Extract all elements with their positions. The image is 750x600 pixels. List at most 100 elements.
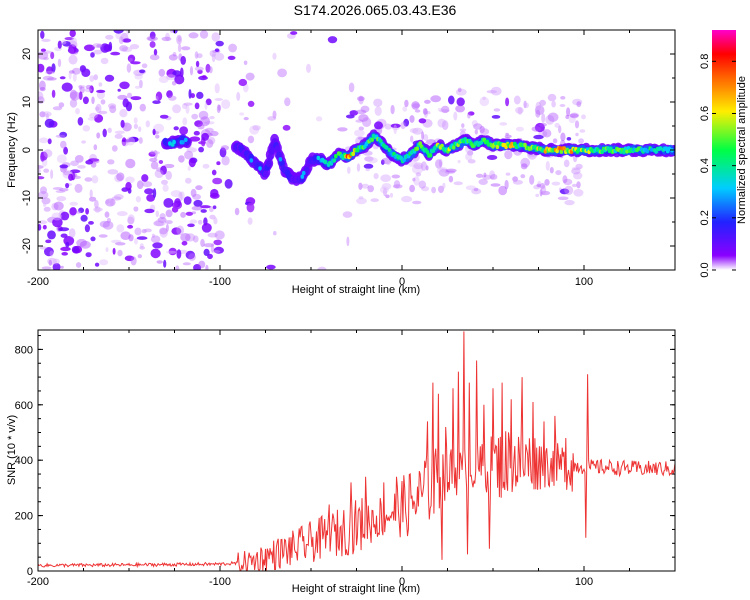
spectrogram-noise-blob bbox=[52, 106, 63, 111]
snr-x-tick-label: -200 bbox=[27, 576, 49, 588]
spectrogram-noise-blob bbox=[56, 154, 67, 164]
spectrogram-noise-blob bbox=[221, 155, 230, 166]
spectrogram-noise-blob bbox=[130, 256, 137, 266]
spectrogram-noise-blob bbox=[228, 43, 238, 53]
spectrogram-noise-blob bbox=[557, 196, 569, 201]
colorbar-tick-label: 0.6 bbox=[699, 106, 711, 121]
spectrogram-noise-blob bbox=[117, 249, 123, 257]
spectrogram-noise-blob bbox=[214, 83, 220, 94]
spectrogram-noise-blob bbox=[384, 123, 393, 130]
spectrogram-noise-blob bbox=[542, 129, 552, 138]
spectrogram-noise-blob bbox=[520, 174, 526, 179]
spectrogram-noise-blob bbox=[119, 45, 128, 52]
spectrogram-noise-blob bbox=[491, 115, 501, 119]
spectrogram-noise-blob bbox=[71, 246, 80, 253]
spectrogram-ridge-blob bbox=[645, 149, 650, 154]
spectrogram-ridge-blob bbox=[300, 174, 305, 179]
figure-title: S174.2026.065.03.43.E36 bbox=[293, 2, 457, 18]
spectrogram-noise-blob bbox=[85, 208, 89, 215]
spectrogram-noise-blob bbox=[215, 40, 224, 47]
spectrogram-noise-blob bbox=[455, 105, 465, 113]
snr-y-axis-title: SNR (10 * v/v) bbox=[6, 415, 18, 485]
spectrogram-noise-blob bbox=[47, 77, 57, 81]
spectrogram-noise-blob bbox=[383, 187, 387, 197]
spectrogram-noise-blob bbox=[41, 266, 52, 270]
spectrogram-noise-blob bbox=[172, 52, 177, 57]
spectrogram-noise-blob bbox=[112, 247, 116, 255]
spectrogram-noise-blob bbox=[499, 122, 508, 126]
snr-ticks: -200 -100 0 100 0 200 400 600 800 bbox=[15, 330, 676, 588]
spectrogram-noise-blob bbox=[119, 81, 130, 90]
spectrogram-noise-blob bbox=[358, 126, 364, 131]
spectrogram-noise-blob bbox=[194, 51, 199, 59]
spectrogram-noise-blob bbox=[62, 41, 71, 47]
spectrogram-noise-blob bbox=[40, 151, 48, 161]
spectrogram-ridge-blob bbox=[258, 166, 262, 171]
spectrogram-noise-blob bbox=[317, 266, 327, 270]
spectrogram-noise-blob bbox=[58, 102, 65, 108]
spectrogram-noise-blob bbox=[410, 135, 414, 143]
spectrogram-noise-blob bbox=[168, 54, 178, 61]
spectrogram-noise-blob bbox=[155, 134, 160, 139]
spectrogram-noise-blob bbox=[166, 250, 177, 254]
snr-y-tick-label: 200 bbox=[15, 511, 33, 523]
spectrogram-noise-blob bbox=[84, 87, 93, 93]
spectrogram-noise-blob bbox=[209, 116, 215, 120]
spectrogram-noise-blob bbox=[327, 36, 338, 44]
spectrogram-noise-blob bbox=[109, 105, 117, 114]
spectrogram-noise-blob bbox=[116, 172, 125, 181]
spectrogram-noise-blob bbox=[68, 54, 78, 65]
spectrogram-noise-blob bbox=[490, 174, 498, 180]
spectrogram-noise-blob bbox=[571, 183, 578, 188]
spectrogram-noise-blob bbox=[57, 40, 62, 49]
spectrogram-noise-blob bbox=[512, 176, 518, 182]
spectrogram-noise-blob bbox=[74, 183, 83, 193]
spectrogram-noise-blob bbox=[104, 211, 110, 218]
spectrogram-noise-blob bbox=[277, 68, 287, 78]
spectrogram-noise-blob bbox=[456, 97, 465, 107]
spectrogram-noise-blob bbox=[198, 146, 205, 153]
spectrogram-noise-blob bbox=[96, 89, 106, 93]
spectrogram-noise-blob bbox=[142, 181, 153, 188]
spectrogram-noise-blob bbox=[137, 254, 142, 259]
spectrogram-noise-blob bbox=[89, 189, 93, 198]
spectrogram-noise-blob bbox=[564, 185, 574, 195]
spectrogram-noise-blob bbox=[82, 96, 89, 105]
spectrogram-noise-blob bbox=[163, 259, 167, 268]
spectrogram-noise-blob bbox=[59, 131, 68, 138]
spectrogram-noise-blob bbox=[155, 210, 159, 218]
spectrogram-noise-blob bbox=[437, 118, 446, 128]
spectrogram-noise-blob bbox=[182, 117, 188, 126]
spectrogram-noise-blob bbox=[364, 156, 374, 162]
spectrogram-noise-blob bbox=[435, 159, 443, 169]
spectrogram-noise-blob bbox=[51, 212, 62, 221]
spectrogram-noise-blob bbox=[91, 158, 100, 164]
spectrogram-noise-blob bbox=[153, 123, 165, 133]
spectrogram-noise-blob bbox=[171, 227, 182, 235]
spectrogram-noise-blob bbox=[129, 44, 140, 50]
spectrogram-noise-blob bbox=[45, 70, 55, 75]
spectrogram-noise-blob bbox=[483, 172, 487, 178]
spectrogram-noise-blob bbox=[165, 32, 170, 42]
spectrogram-y-tick-label: -20 bbox=[21, 238, 33, 254]
spectrogram-noise-blob bbox=[498, 185, 508, 196]
spectrogram-noise-blob bbox=[180, 55, 186, 65]
spectrogram-noise-blob bbox=[479, 126, 485, 133]
spectrogram-noise-blob bbox=[95, 103, 102, 114]
colorbar-tick-label: 0.0 bbox=[699, 262, 711, 277]
spectrogram-noise-blob bbox=[77, 117, 84, 126]
spectrogram-noise-blob bbox=[121, 46, 133, 53]
spectrogram-x-tick-label: 100 bbox=[575, 276, 593, 288]
spectrogram-noise-blob bbox=[100, 43, 110, 53]
spectrogram-noise-blob bbox=[365, 168, 370, 172]
spectrogram-noise-blob bbox=[150, 248, 161, 259]
spectrogram-noise-blob bbox=[165, 223, 169, 232]
spectrogram-noise-blob bbox=[111, 145, 118, 152]
spectrogram-ridge-blob bbox=[323, 160, 328, 165]
spectrogram-noise-blob bbox=[94, 106, 100, 111]
spectrogram-noise-blob bbox=[504, 134, 512, 139]
spectrogram-noise-blob bbox=[381, 159, 385, 165]
spectrogram-noise-blob bbox=[76, 210, 82, 214]
spectrogram-noise-blob bbox=[134, 238, 138, 245]
spectrogram-noise-blob bbox=[150, 235, 161, 243]
